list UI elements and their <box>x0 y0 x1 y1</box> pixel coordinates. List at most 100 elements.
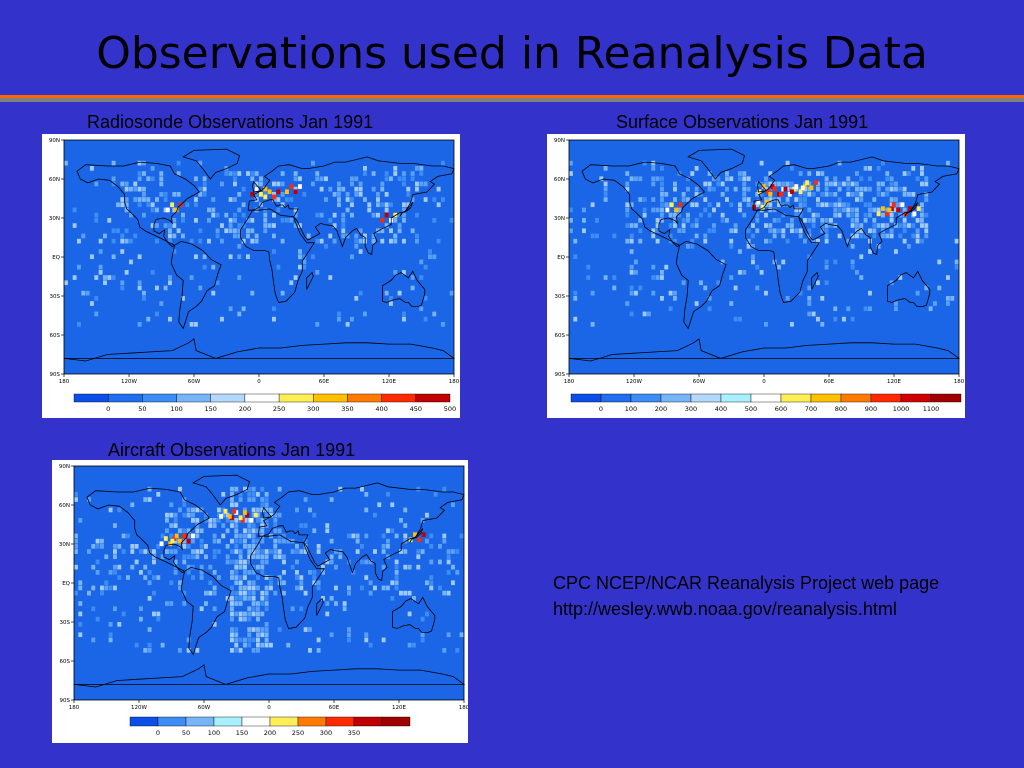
obs-cell <box>316 585 321 591</box>
obs-cell <box>386 492 390 497</box>
legend-label: 200 <box>239 405 251 413</box>
legend-swatch <box>600 393 632 403</box>
obs-cell <box>768 228 773 234</box>
obs-cell <box>130 502 135 508</box>
obs-cell <box>885 233 890 239</box>
obs-cell <box>117 622 122 627</box>
obs-cell <box>425 512 429 518</box>
y-tick-label: 90S <box>50 372 61 378</box>
obs-cell <box>768 171 773 176</box>
obs-cell <box>386 544 390 549</box>
obs-cell <box>859 228 864 234</box>
obs-cell <box>363 166 367 171</box>
obs-cell <box>295 585 299 591</box>
obs-cell <box>72 223 77 228</box>
obs-cell <box>699 280 703 286</box>
obs-cell <box>850 223 855 228</box>
obs-cell <box>246 228 250 234</box>
obs-cell <box>234 533 239 539</box>
obs-cell <box>915 218 920 223</box>
obs-cell <box>142 296 146 301</box>
obs-cell <box>742 212 747 218</box>
obs-cell <box>725 186 729 192</box>
obs-cell <box>230 606 234 612</box>
obs-cell <box>264 492 269 497</box>
obs-cell <box>402 212 406 218</box>
obs-cell <box>703 181 708 187</box>
obs-cell <box>126 575 130 580</box>
obs-cell <box>220 181 224 187</box>
obs-cell <box>159 192 164 197</box>
obs-cell <box>256 627 260 632</box>
obs-cell <box>195 518 200 523</box>
obs-cell <box>264 596 269 601</box>
obs-cell <box>764 212 768 218</box>
obs-cell <box>103 280 107 286</box>
obs-cell <box>195 533 200 539</box>
obs-cell <box>233 228 237 234</box>
obs-cell <box>186 528 191 534</box>
obs-hotspot <box>876 211 881 217</box>
obs-cell <box>894 301 898 306</box>
obs-cell <box>625 186 630 192</box>
obs-cell <box>172 223 177 228</box>
obs-cell <box>881 192 885 197</box>
obs-cell <box>225 554 230 560</box>
obs-cell <box>868 166 872 171</box>
obs-cell <box>94 311 99 317</box>
obs-cell <box>729 176 734 182</box>
obs-cell <box>108 570 113 575</box>
obs-cell <box>360 486 364 492</box>
obs-cell <box>217 512 221 518</box>
obs-cell <box>902 228 907 234</box>
obs-cell <box>368 559 373 565</box>
obs-cell <box>425 538 429 544</box>
obs-cell <box>273 538 278 544</box>
obs-cell <box>178 486 182 492</box>
obs-cell <box>321 596 325 601</box>
obs-cell <box>381 549 386 554</box>
obs-cell <box>381 533 386 539</box>
obs-cell <box>416 554 421 560</box>
obs-cell <box>872 197 877 202</box>
obs-cell <box>173 512 178 518</box>
obs-cell <box>137 160 142 166</box>
obs-cell <box>269 580 273 586</box>
obs-cell <box>419 171 424 176</box>
obs-cell <box>423 181 428 187</box>
obs-cell <box>77 264 81 270</box>
obs-cell <box>746 186 751 192</box>
obs-cell <box>855 212 859 218</box>
obs-cell <box>889 212 894 218</box>
obs-hotspot <box>232 508 237 514</box>
obs-cell <box>238 538 243 544</box>
divider-orange-line <box>0 95 1024 98</box>
obs-cell <box>315 238 320 244</box>
obs-hotspot <box>272 194 276 200</box>
obs-cell <box>707 306 712 312</box>
obs-hotspot <box>787 192 792 197</box>
coastline <box>240 208 316 303</box>
obs-cell <box>881 160 885 166</box>
obs-cell <box>178 648 182 653</box>
y-tick-label: 90N <box>49 138 60 144</box>
obs-cell <box>113 585 117 591</box>
obs-cell <box>798 233 803 239</box>
obs-cell <box>573 254 578 260</box>
obs-hotspot <box>238 515 243 521</box>
obs-cell <box>898 223 903 228</box>
obs-cell <box>251 585 256 591</box>
obs-cell <box>429 533 434 539</box>
legend-label: 800 <box>835 405 847 413</box>
legend-swatch <box>347 393 382 403</box>
obs-cell <box>345 197 350 202</box>
obs-cell <box>351 533 356 539</box>
obs-cell <box>299 575 304 580</box>
obs-cell <box>182 559 187 565</box>
obs-cell <box>221 512 226 518</box>
coastline <box>262 506 272 519</box>
obs-hotspot <box>174 533 179 539</box>
obs-cell <box>224 212 229 218</box>
obs-cell <box>328 275 333 280</box>
